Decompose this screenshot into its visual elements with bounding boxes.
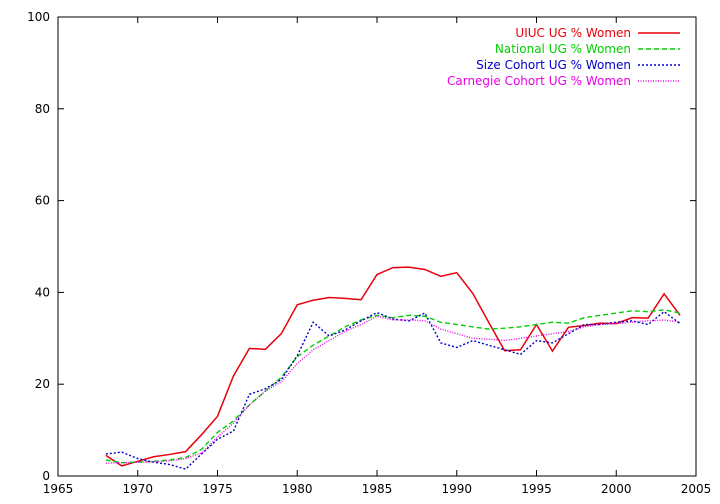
y-tick-label: 20 (35, 377, 50, 391)
x-tick-label: 2005 (681, 482, 712, 496)
x-tick-label: 1975 (202, 482, 233, 496)
axis-ticks: 1965 1970 1975 1980 1985 1990 1995 2000 2005 0 20 4… (27, 10, 711, 496)
series-layer (105, 266, 681, 470)
x-tick-label: 2000 (601, 482, 632, 496)
x-tick-label: 1970 (122, 482, 153, 496)
series-line-size-cohort-ug-women (105, 310, 681, 470)
legend-label-carnegie-cohort-ug-women: Carnegie Cohort UG % Women (447, 74, 631, 88)
legend: UIUC UG % Women National UG % Women Size C… (447, 26, 680, 88)
series-line-carnegie-cohort-ug-women (105, 315, 681, 464)
y-tick-label: 60 (35, 194, 50, 208)
legend-label-national-ug-women: National UG % Women (495, 42, 631, 56)
series-line-national-ug-women (105, 309, 681, 464)
series-line-uiuc-ug-women (105, 266, 681, 467)
legend-label-uiuc-ug-women: UIUC UG % Women (515, 26, 631, 40)
y-tick-label: 80 (35, 102, 50, 116)
x-tick-label: 1965 (43, 482, 74, 496)
y-tick-label: 40 (35, 285, 50, 299)
x-tick-label: 1985 (362, 482, 393, 496)
y-tick-label: 0 (42, 469, 50, 483)
x-tick-label: 1980 (282, 482, 313, 496)
y-tick-label: 100 (27, 10, 50, 24)
x-tick-label: 1995 (521, 482, 552, 496)
x-tick-label: 1990 (441, 482, 472, 496)
legend-label-size-cohort-ug-women: Size Cohort UG % Women (476, 58, 631, 72)
